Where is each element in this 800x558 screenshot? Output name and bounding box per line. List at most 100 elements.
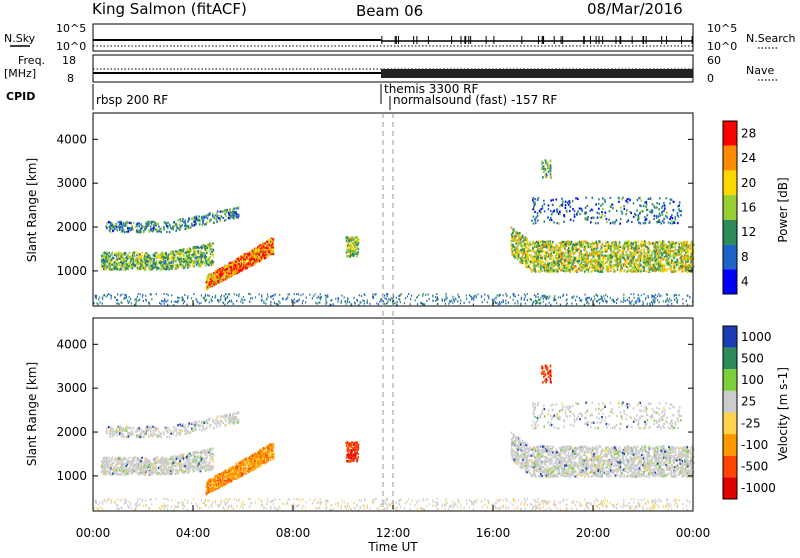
power-point [583, 261, 585, 263]
power-point [104, 255, 106, 257]
power-point [132, 260, 134, 262]
power-point [550, 174, 552, 176]
power-point [677, 214, 679, 216]
power-point [560, 269, 562, 271]
power-point [641, 252, 643, 254]
power-point [677, 260, 679, 262]
power-point [601, 254, 603, 256]
power-ground-point [452, 302, 453, 304]
power-point [637, 259, 639, 261]
power-point [591, 247, 593, 249]
power-point [627, 259, 629, 261]
power-point [176, 258, 178, 260]
power-point [511, 240, 513, 242]
power-point [173, 257, 175, 259]
power-point [159, 262, 161, 264]
power-point [519, 232, 521, 234]
power-point [536, 258, 538, 260]
power-point [575, 266, 577, 268]
power-point [550, 240, 552, 242]
power-point [609, 267, 611, 269]
power-point [582, 254, 584, 256]
power-point [610, 251, 612, 253]
beam-label: Beam 06 [356, 2, 423, 20]
power-point [126, 264, 128, 266]
power-point [621, 210, 623, 212]
power-point [161, 253, 163, 255]
power-point [141, 252, 143, 254]
power-point [547, 260, 549, 262]
power-point [206, 222, 208, 224]
power-point [556, 209, 558, 211]
power-point [525, 237, 527, 239]
power-point [581, 262, 583, 264]
power-point [105, 266, 107, 268]
power-point [553, 264, 555, 266]
power-point [678, 267, 680, 269]
power-point [539, 271, 541, 273]
power-point [588, 246, 590, 248]
power-point [225, 273, 227, 275]
power-point [243, 262, 245, 264]
power-point [160, 268, 162, 270]
power-point [238, 214, 240, 216]
power-point [143, 261, 145, 263]
power-point [152, 227, 154, 229]
power-point [271, 248, 273, 250]
power-point [542, 244, 544, 246]
power-point [537, 199, 539, 201]
power-point [526, 266, 528, 268]
power-point [598, 203, 600, 205]
power-point [207, 258, 209, 260]
power-point [636, 251, 638, 253]
power-point [512, 245, 514, 247]
power-point [580, 269, 582, 271]
power-point [663, 250, 665, 252]
power-ground-point [276, 303, 277, 305]
power-point [568, 251, 570, 253]
power-point [258, 256, 260, 258]
power-point [133, 264, 135, 266]
power-point [357, 251, 359, 253]
freq-tick-bottom: 8 [67, 72, 74, 85]
power-point [687, 261, 689, 263]
power-point [541, 257, 543, 259]
power-point [601, 216, 603, 218]
power-point [592, 241, 594, 243]
power-point [179, 261, 181, 263]
power-ground-point [121, 294, 122, 296]
power-point [264, 251, 266, 253]
power-point [179, 228, 181, 230]
power-point [257, 258, 259, 260]
power-point [597, 243, 599, 245]
power-point [150, 228, 152, 230]
power-point [657, 264, 659, 266]
power-point [114, 264, 116, 266]
power-point [243, 259, 245, 261]
power-point [525, 262, 527, 264]
power-point [666, 217, 668, 219]
power-point [263, 248, 265, 250]
power-point [542, 261, 544, 263]
power-point [515, 234, 517, 236]
power-point [542, 241, 544, 243]
power-scatter [93, 159, 694, 305]
power-point [628, 254, 630, 256]
power-point [568, 200, 570, 202]
power-point [548, 264, 550, 266]
power-point [562, 201, 564, 203]
power-point [656, 262, 658, 264]
nave-label: Nave [746, 64, 774, 77]
power-point [596, 266, 598, 268]
power-point [150, 268, 152, 270]
power-point [189, 217, 191, 219]
power-point [134, 264, 136, 266]
power-point [557, 270, 559, 272]
power-point [202, 222, 204, 224]
power-point [248, 260, 250, 262]
power-point [619, 254, 621, 256]
power-point [539, 210, 541, 212]
power-point [518, 255, 520, 257]
power-point [533, 269, 535, 271]
power-point [556, 252, 558, 254]
